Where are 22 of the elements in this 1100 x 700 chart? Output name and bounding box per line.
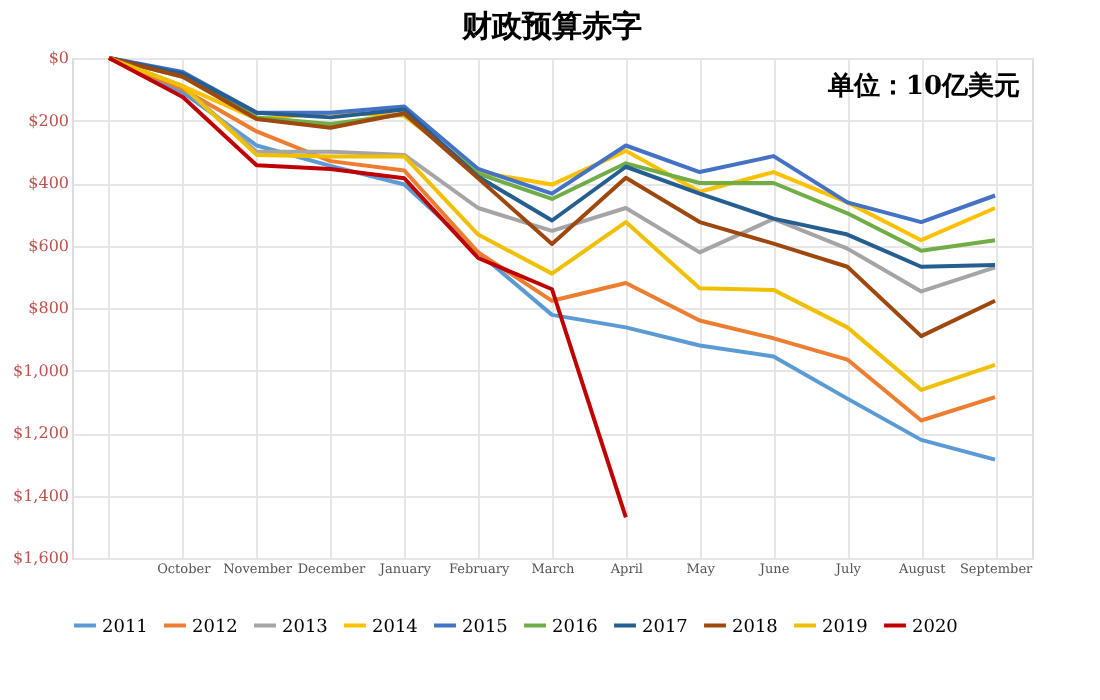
- legend-label: 2020: [912, 617, 959, 638]
- y-tick-label: $200: [28, 111, 69, 130]
- legend-label: 2015: [462, 617, 509, 638]
- legend-label: 2017: [642, 617, 689, 638]
- y-tick-label: $1,000: [13, 361, 69, 380]
- legend-label: 2019: [822, 617, 869, 638]
- legend-label: 2016: [552, 617, 599, 638]
- chart-title: 财政预算赤字: [460, 8, 642, 44]
- legend-label: 2014: [372, 617, 419, 638]
- legend-label: 2018: [732, 617, 779, 638]
- legend-label: 2012: [192, 617, 238, 638]
- legend-label: 2013: [282, 617, 329, 638]
- y-tick-label: $400: [28, 174, 69, 192]
- y-tick-label: $1,200: [13, 424, 69, 442]
- y-tick-label: $600: [28, 236, 69, 255]
- legend-label: 2011: [102, 617, 148, 638]
- y-tick-label: $0: [48, 49, 69, 67]
- line-series: [106, 56, 628, 520]
- annotation: 单位：10亿美元: [825, 70, 1020, 102]
- y-tick-label: $1,400: [13, 486, 69, 505]
- y-tick-label: $800: [28, 299, 69, 317]
- y-tick-label: $1,600: [13, 549, 69, 567]
